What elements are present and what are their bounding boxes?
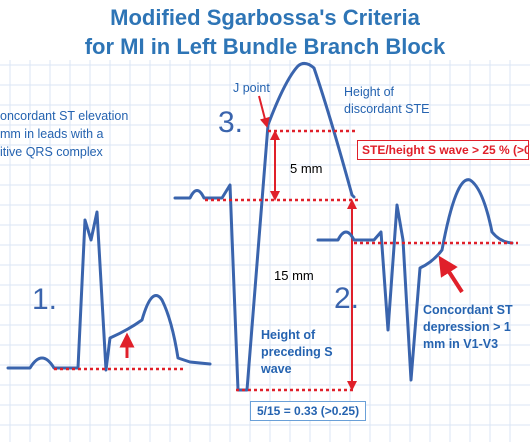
calculation-box: 5/15 = 0.33 (>0.25) [250,401,367,421]
title-line-2: for MI in Left Bundle Branch Block [84,34,446,59]
criterion-1-text-line-1: oncordant ST elevation [0,109,129,123]
criterion-1-number: 1. [32,283,58,316]
label-5mm: 5 mm [290,161,323,176]
criterion-2-text-line-2: depression > 1 [423,320,511,334]
height-ste-label-line-2: discordant STE [344,102,430,116]
criterion-2-text-line-3: mm in V1-V3 [423,337,499,351]
ecg-trace-3 [173,61,356,392]
j-point-pointer [258,95,270,128]
criterion-1-text-line-3: itive QRS complex [0,145,103,159]
j-point-label: J point [233,81,270,95]
title-line-1: Modified Sgarbossa's Criteria [110,5,420,30]
criterion-2-number: 2. [334,282,360,315]
height-s-label-line-2: preceding S [261,345,333,359]
ecg-trace-2 [316,178,514,382]
ratio-criterion-box: STE/height S wave > 25 % (>0. [357,140,529,160]
ecg-trace-1 [6,210,212,372]
st-depression-arrow [438,255,464,294]
criterion-3-number: 3. [218,106,244,139]
criterion-1-text-line-2: mm in leads with a [0,127,104,141]
label-15mm: 15 mm [274,268,314,283]
criterion-2-text-line-1: Concordant ST [423,303,513,317]
height-s-label-line-1: Height of [261,328,316,342]
height-ste-label-line-1: Height of [344,85,395,99]
height-s-label-line-3: wave [261,362,292,376]
